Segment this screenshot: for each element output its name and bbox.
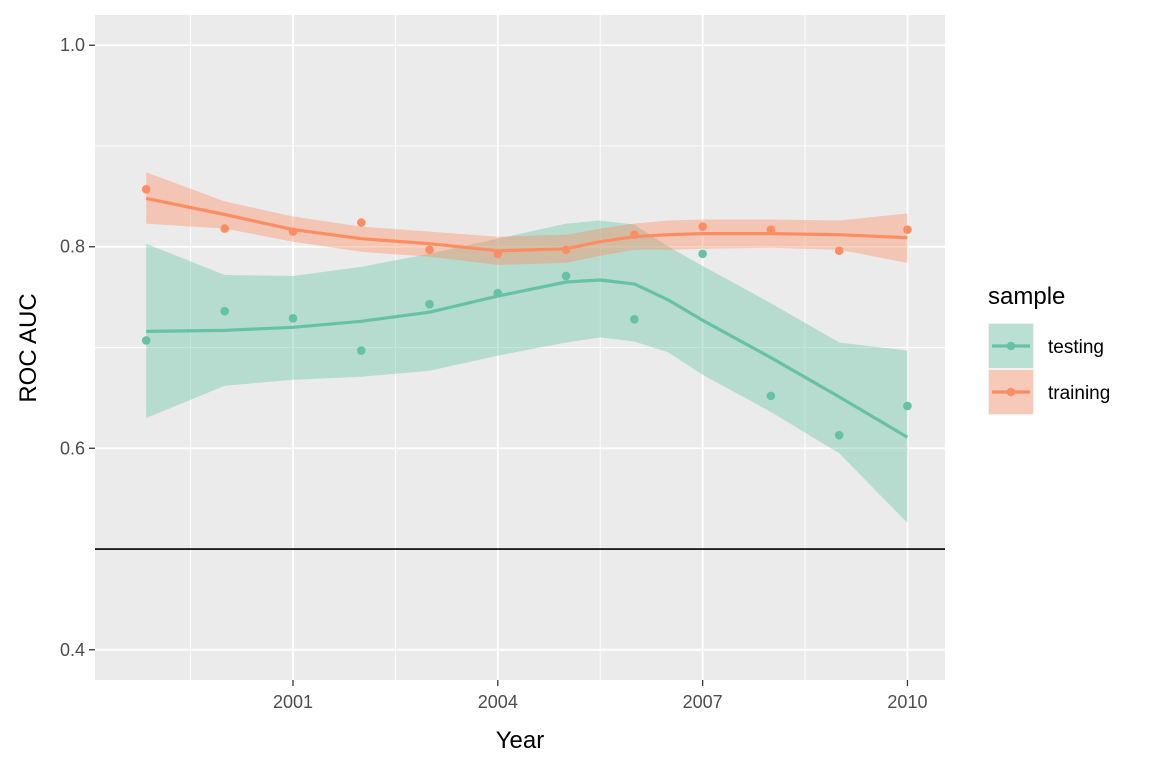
smooth-line-training <box>145 196 908 253</box>
point-training <box>630 230 639 239</box>
point-testing <box>425 299 434 309</box>
ribbon-training <box>146 172 908 265</box>
point-testing <box>766 391 776 401</box>
point-training <box>356 218 366 227</box>
point-training <box>425 245 434 255</box>
point-training <box>493 249 503 259</box>
confidence-ribbons <box>146 172 908 523</box>
legend: sample testing training <box>988 283 1110 415</box>
point-testing <box>493 288 503 298</box>
legend-title: sample <box>988 283 1065 310</box>
point-testing <box>356 346 366 355</box>
legend-label-testing: testing <box>1048 337 1104 358</box>
point-testing <box>141 336 151 345</box>
x-tick-label: 2007 <box>683 692 723 712</box>
x-axis: 2001 2004 2007 2010 <box>273 680 927 712</box>
point-training <box>288 227 298 236</box>
y-tick-label: 0.6 <box>60 438 85 458</box>
point-training <box>220 224 230 233</box>
x-tick-label: 2010 <box>887 692 927 712</box>
point-training <box>903 225 912 234</box>
point-testing <box>630 314 639 324</box>
ribbon-testing <box>146 220 908 523</box>
point-training <box>561 245 571 255</box>
point-testing <box>220 306 230 316</box>
point-testing <box>561 271 571 281</box>
grid-major <box>95 15 945 680</box>
legend-key-point <box>1006 387 1016 397</box>
data-points <box>141 185 912 440</box>
point-training <box>834 246 844 256</box>
legend-items: testing training <box>988 323 1110 415</box>
y-axis: 0.4 0.6 0.8 1.0 <box>60 35 95 660</box>
x-tick-label: 2001 <box>273 692 313 712</box>
x-axis-title: Year <box>496 727 545 754</box>
y-tick-label: 0.8 <box>60 237 85 257</box>
smooth-line-testing <box>146 278 909 439</box>
point-testing <box>903 401 912 411</box>
legend-label-training: training <box>1048 383 1110 404</box>
point-training <box>141 185 151 194</box>
y-axis-title: ROC AUC <box>15 293 42 402</box>
point-testing <box>288 313 298 323</box>
point-testing <box>834 430 844 440</box>
legend-key-point <box>1006 341 1016 351</box>
grid-minor <box>95 15 945 680</box>
point-training <box>766 225 776 234</box>
point-testing <box>698 249 707 259</box>
point-training <box>698 222 707 231</box>
smooth-lines <box>145 196 909 439</box>
y-tick-label: 0.4 <box>60 640 85 660</box>
y-tick-label: 1.0 <box>60 35 85 55</box>
x-tick-label: 2004 <box>478 692 518 712</box>
